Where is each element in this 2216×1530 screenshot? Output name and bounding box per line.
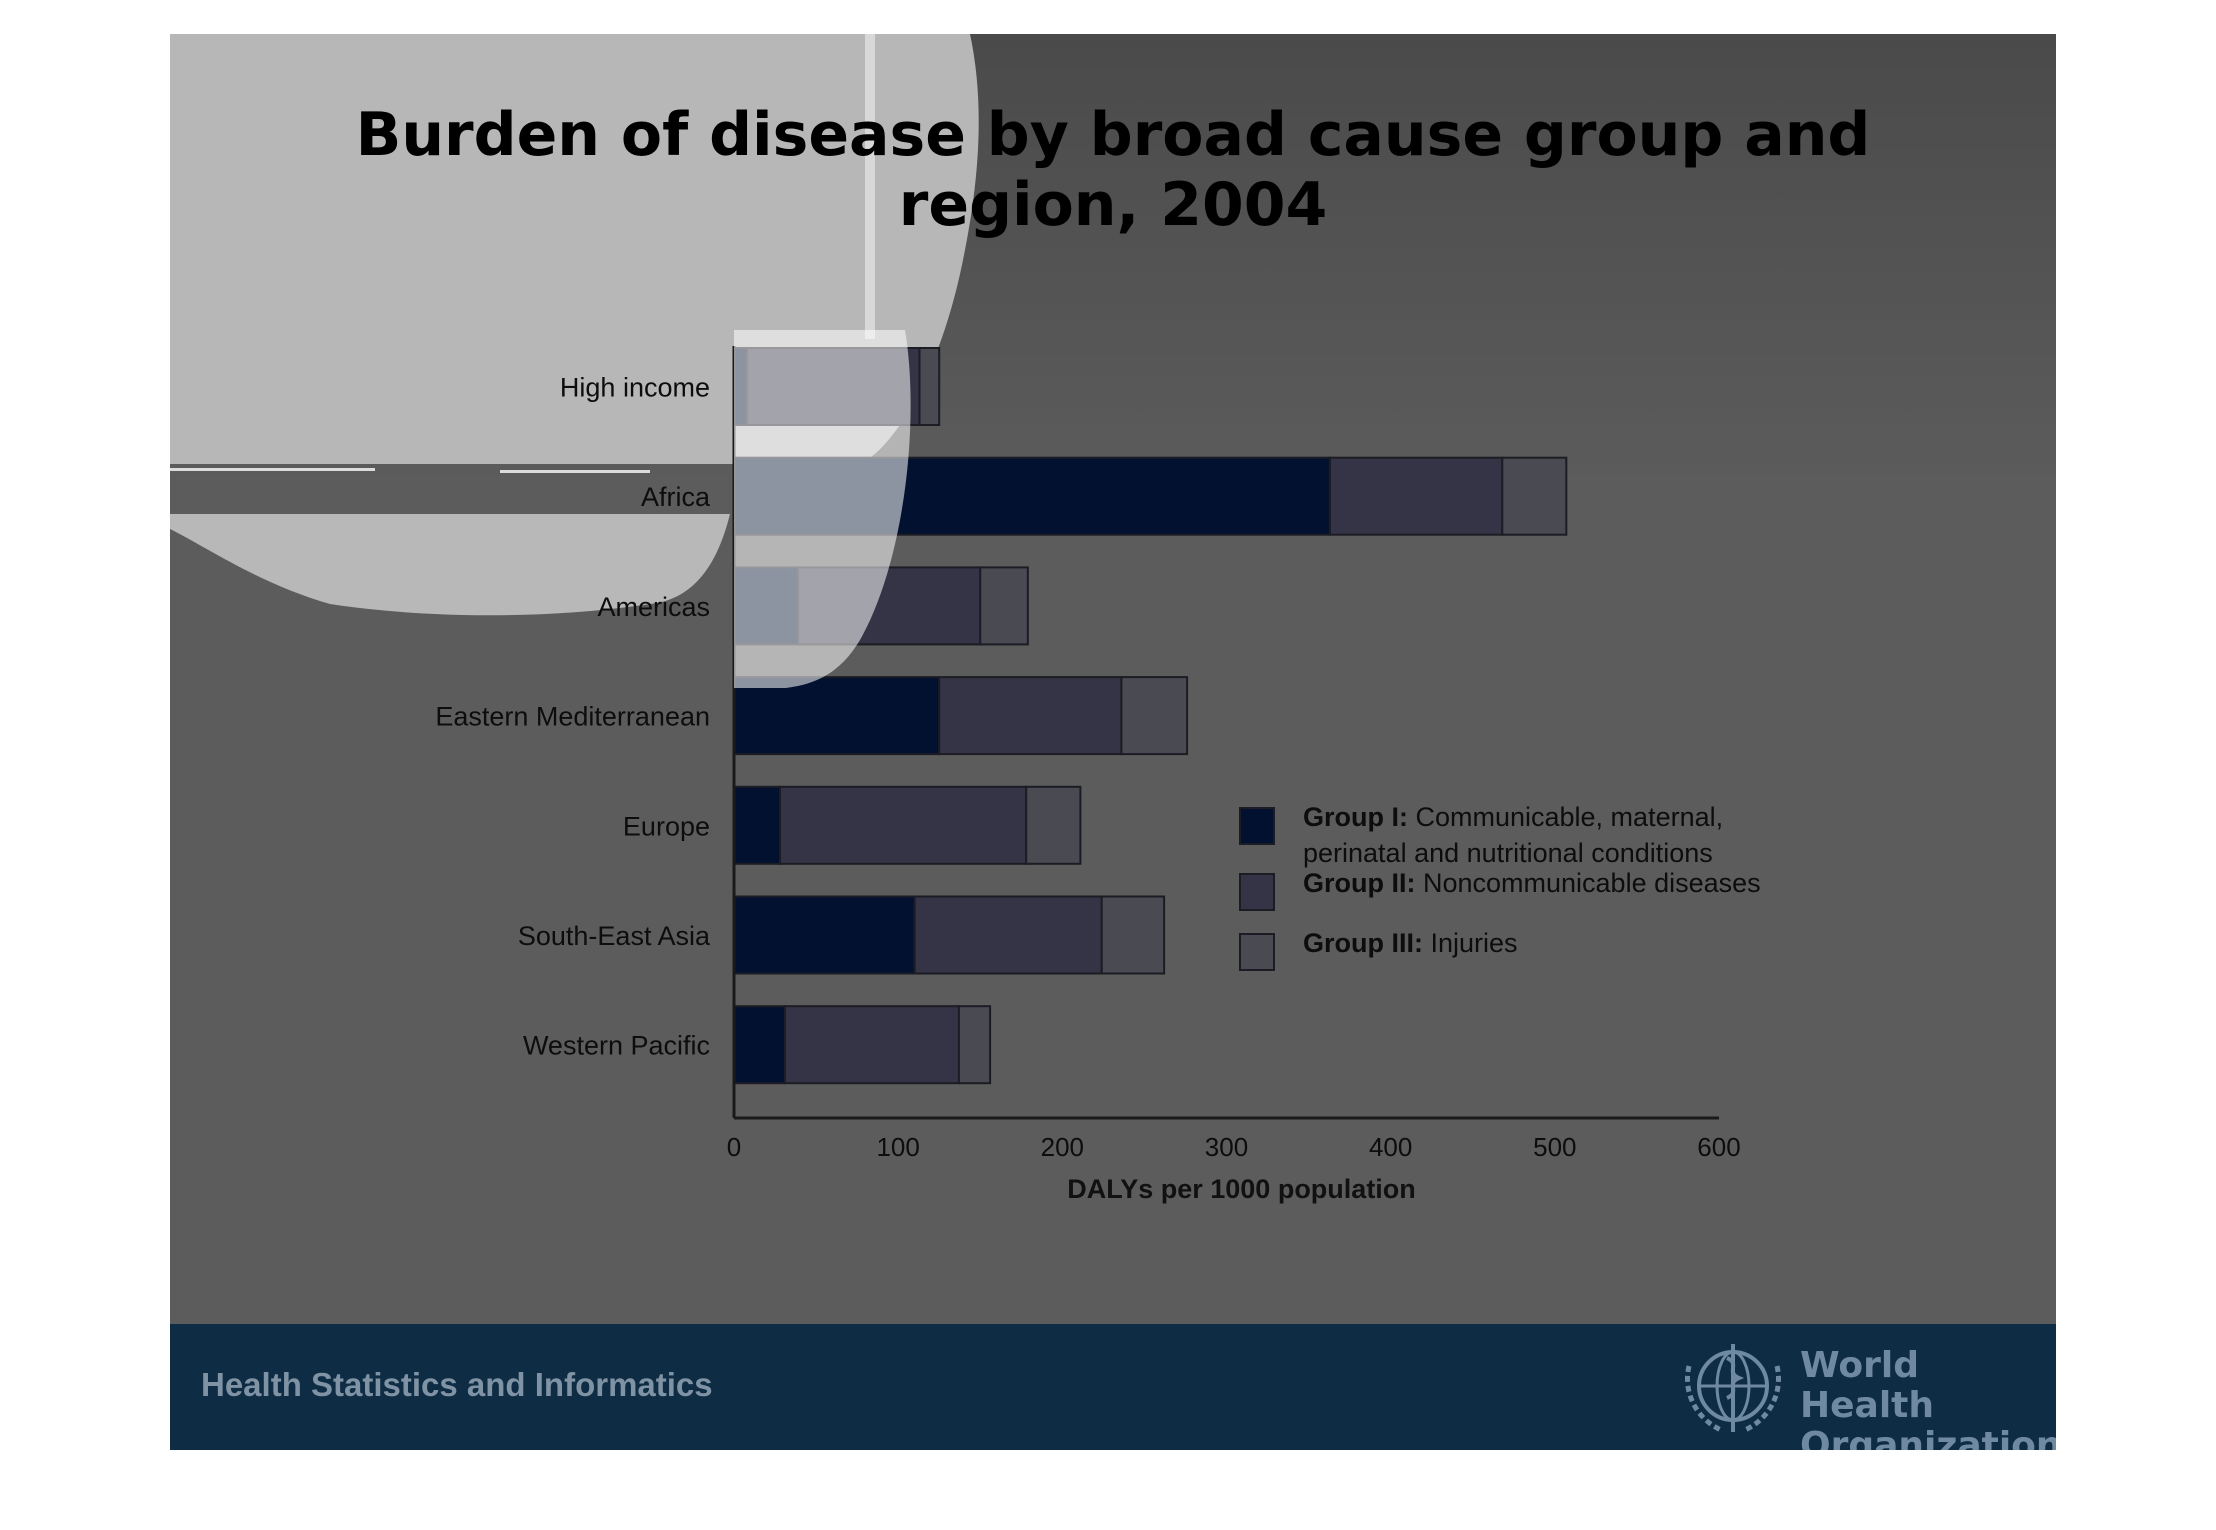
category-labels: High income Africa Americas Eastern Mediter… [435,373,711,1061]
footer-text: Health Statistics and Informatics [201,1366,713,1403]
bar-africa-group-3 [1501,456,1568,536]
legend-swatch-group-1 [1239,807,1275,845]
x-tick-label: 400 [1369,1132,1412,1162]
organization-name-line2: Organization [1800,1425,2056,1451]
organization-name-line1: World Health [1800,1345,1935,1426]
x-axis-title: DALYs per 1000 population [1067,1174,1416,1204]
category-label: South-East Asia [518,921,711,951]
bar-south-east-asia-group-1 [733,895,916,975]
slide-title: Burden of disease by broad cause group a… [170,100,2056,240]
bar-western-pacific-group-1 [733,1005,786,1085]
legend-label-group-1-line2: perinatal and nutritional conditions [1303,838,1713,868]
bar-europe-group-2 [778,785,1028,865]
footer-bar: Health Statistics and Informatics World … [170,1324,2056,1450]
bar-south-east-asia-group-2 [913,895,1103,975]
category-label: Europe [623,811,710,841]
highlight-tint [734,330,911,688]
x-tick-label: 0 [727,1132,741,1162]
legend-label-group-3: Group III: Injuries [1303,928,1518,958]
x-tick-labels: 0 100 200 300 400 500 600 [727,1132,1741,1162]
x-tick-label: 200 [1041,1132,1084,1162]
legend-swatch-group-2 [1239,873,1275,911]
x-tick-label: 500 [1533,1132,1576,1162]
bar-south-east-asia-group-3 [1100,895,1166,975]
globe-overlay [734,330,911,688]
x-tick-label: 100 [876,1132,919,1162]
bar-eastern-mediterranean-group-3 [1120,676,1189,756]
globe-highlight [734,330,911,688]
category-label: High income [560,373,710,403]
bar-europe-group-3 [1025,785,1082,865]
globe-graphic [170,34,979,616]
legend-label-group-1: Group I: Communicable, maternal, [1303,802,1723,832]
legend-swatch-group-3 [1239,933,1275,971]
category-label: Eastern Mediterranean [435,702,710,732]
category-label: Africa [641,482,711,512]
bar-europe-group-1 [733,785,781,865]
x-tick-label: 600 [1697,1132,1740,1162]
category-label: Americas [597,592,710,622]
who-emblem-icon [1685,1344,1781,1433]
slide-title-line1: Burden of disease by broad cause group a… [355,100,1871,170]
legend: Group I: Communicable, maternal, perinata… [1239,802,1761,971]
organization-name: World Health Organization [1800,1345,2056,1451]
bar-africa-group-2 [1328,456,1504,536]
slide-title-line2: region, 2004 [898,170,1328,240]
category-label: Western Pacific [523,1031,710,1061]
bar-americas-group-3 [979,566,1029,646]
x-tick-label: 300 [1205,1132,1248,1162]
bar-high-income-group-3 [918,347,941,426]
legend-label-group-2: Group II: Noncommunicable diseases [1303,868,1761,898]
bar-eastern-mediterranean-group-1 [733,676,941,756]
bar-western-pacific-group-2 [783,1005,960,1085]
bar-western-pacific-group-3 [957,1005,992,1085]
bar-eastern-mediterranean-group-2 [938,676,1123,756]
slide: Burden of disease by broad cause group a… [170,34,2056,1450]
